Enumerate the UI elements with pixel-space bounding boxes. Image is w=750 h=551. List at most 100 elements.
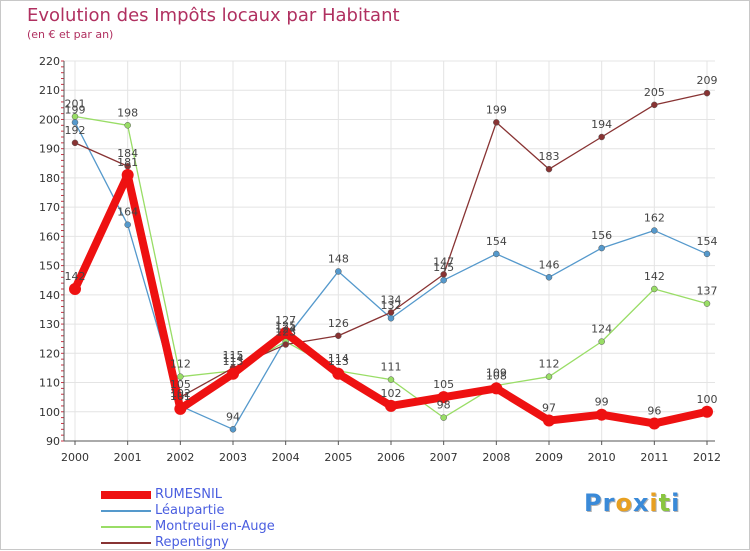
legend-swatch xyxy=(101,526,151,528)
data-label: 125 xyxy=(275,320,296,333)
data-point xyxy=(335,332,342,340)
y-tick-label: 130 xyxy=(39,318,60,331)
y-tick-label: 180 xyxy=(39,172,60,185)
data-label: 156 xyxy=(591,229,612,242)
proxiti-logo: Proxiti xyxy=(584,489,680,517)
data-point xyxy=(335,268,342,275)
data-label: 124 xyxy=(591,323,612,336)
data-point xyxy=(177,373,184,380)
data-point xyxy=(598,133,605,141)
data-label: 112 xyxy=(539,358,560,371)
logo-letter: o xyxy=(615,489,633,517)
data-label: 137 xyxy=(697,285,718,298)
data-point xyxy=(545,274,553,281)
y-tick-label: 210 xyxy=(39,84,60,97)
data-label: 99 xyxy=(595,396,609,409)
data-label: 98 xyxy=(437,399,451,412)
x-tick-label: 2002 xyxy=(166,451,194,464)
plot-area xyxy=(64,61,715,441)
x-tick-label: 2006 xyxy=(377,451,405,464)
data-label: 134 xyxy=(381,293,402,306)
data-label: 100 xyxy=(697,393,718,406)
data-point xyxy=(543,414,555,427)
data-point xyxy=(69,283,81,295)
data-label: 192 xyxy=(65,124,86,137)
x-tick-label: 2000 xyxy=(61,451,89,464)
x-tick-label: 2003 xyxy=(219,451,247,464)
data-label: 102 xyxy=(170,387,191,400)
data-point xyxy=(598,244,605,252)
data-point xyxy=(387,309,395,316)
data-point xyxy=(332,367,345,380)
data-point xyxy=(227,367,239,380)
legend-item: Léaupartie xyxy=(101,503,275,519)
data-label: 154 xyxy=(697,235,718,248)
logo-letter: i xyxy=(649,489,659,517)
y-tick-label: 110 xyxy=(39,377,60,390)
logo-letter: P xyxy=(584,489,603,517)
legend-item: RUMESNIL xyxy=(101,487,275,503)
data-label: 198 xyxy=(117,106,138,119)
legend-label: RUMESNIL xyxy=(155,487,223,502)
data-label: 199 xyxy=(65,103,86,116)
data-label: 113 xyxy=(223,355,244,368)
data-label: 201 xyxy=(65,98,86,111)
data-label: 105 xyxy=(170,378,191,391)
x-tick-label: 2004 xyxy=(272,451,300,464)
data-point xyxy=(279,326,292,339)
data-label: 146 xyxy=(539,258,560,271)
data-point xyxy=(545,165,553,173)
data-point xyxy=(703,89,711,97)
data-point xyxy=(651,285,658,293)
data-label: 154 xyxy=(486,235,507,248)
legend-swatch xyxy=(101,510,151,512)
legend-swatch xyxy=(101,542,151,544)
legend-swatch xyxy=(101,491,151,499)
data-point xyxy=(493,119,500,126)
data-label: 145 xyxy=(433,261,454,274)
data-label: 94 xyxy=(226,410,240,423)
data-point xyxy=(174,402,187,415)
data-label: 113 xyxy=(328,355,349,368)
data-label: 142 xyxy=(65,270,86,283)
legend-item: Repentigny xyxy=(101,535,275,551)
data-point xyxy=(121,169,134,181)
y-tick-label: 100 xyxy=(39,406,60,419)
logo-letter: i xyxy=(671,489,681,517)
legend-label: Repentigny xyxy=(155,535,229,550)
data-point xyxy=(701,405,713,418)
logo-letter: t xyxy=(658,489,672,517)
data-label: 148 xyxy=(328,252,349,265)
data-label: 194 xyxy=(591,118,612,131)
data-label: 105 xyxy=(433,378,454,391)
y-tick-label: 170 xyxy=(39,201,60,214)
data-point xyxy=(440,276,447,284)
legend-label: Léaupartie xyxy=(155,503,225,518)
data-label: 111 xyxy=(381,361,402,374)
data-point xyxy=(595,408,608,421)
data-point xyxy=(490,382,503,395)
y-tick-label: 140 xyxy=(39,289,60,302)
data-point xyxy=(493,250,500,258)
data-point xyxy=(703,250,711,258)
data-point xyxy=(124,221,131,228)
y-tick-label: 150 xyxy=(39,260,60,273)
data-point xyxy=(703,300,711,307)
data-point xyxy=(651,227,658,234)
data-label: 147 xyxy=(433,255,454,268)
chart-subtitle: (en € et par an) xyxy=(27,28,114,41)
data-label: 132 xyxy=(381,299,402,312)
legend-item: Montreuil-en-Auge xyxy=(101,519,275,535)
data-label: 115 xyxy=(223,349,244,362)
x-tick-label: 2005 xyxy=(324,451,352,464)
data-label: 181 xyxy=(117,156,138,169)
data-label: 127 xyxy=(275,314,296,327)
data-label: 162 xyxy=(644,212,665,225)
x-tick-label: 2008 xyxy=(482,451,510,464)
data-point xyxy=(387,376,395,383)
data-label: 112 xyxy=(170,358,191,371)
y-tick-label: 200 xyxy=(39,113,60,126)
data-label: 101 xyxy=(170,390,191,403)
data-label: 184 xyxy=(117,147,138,160)
